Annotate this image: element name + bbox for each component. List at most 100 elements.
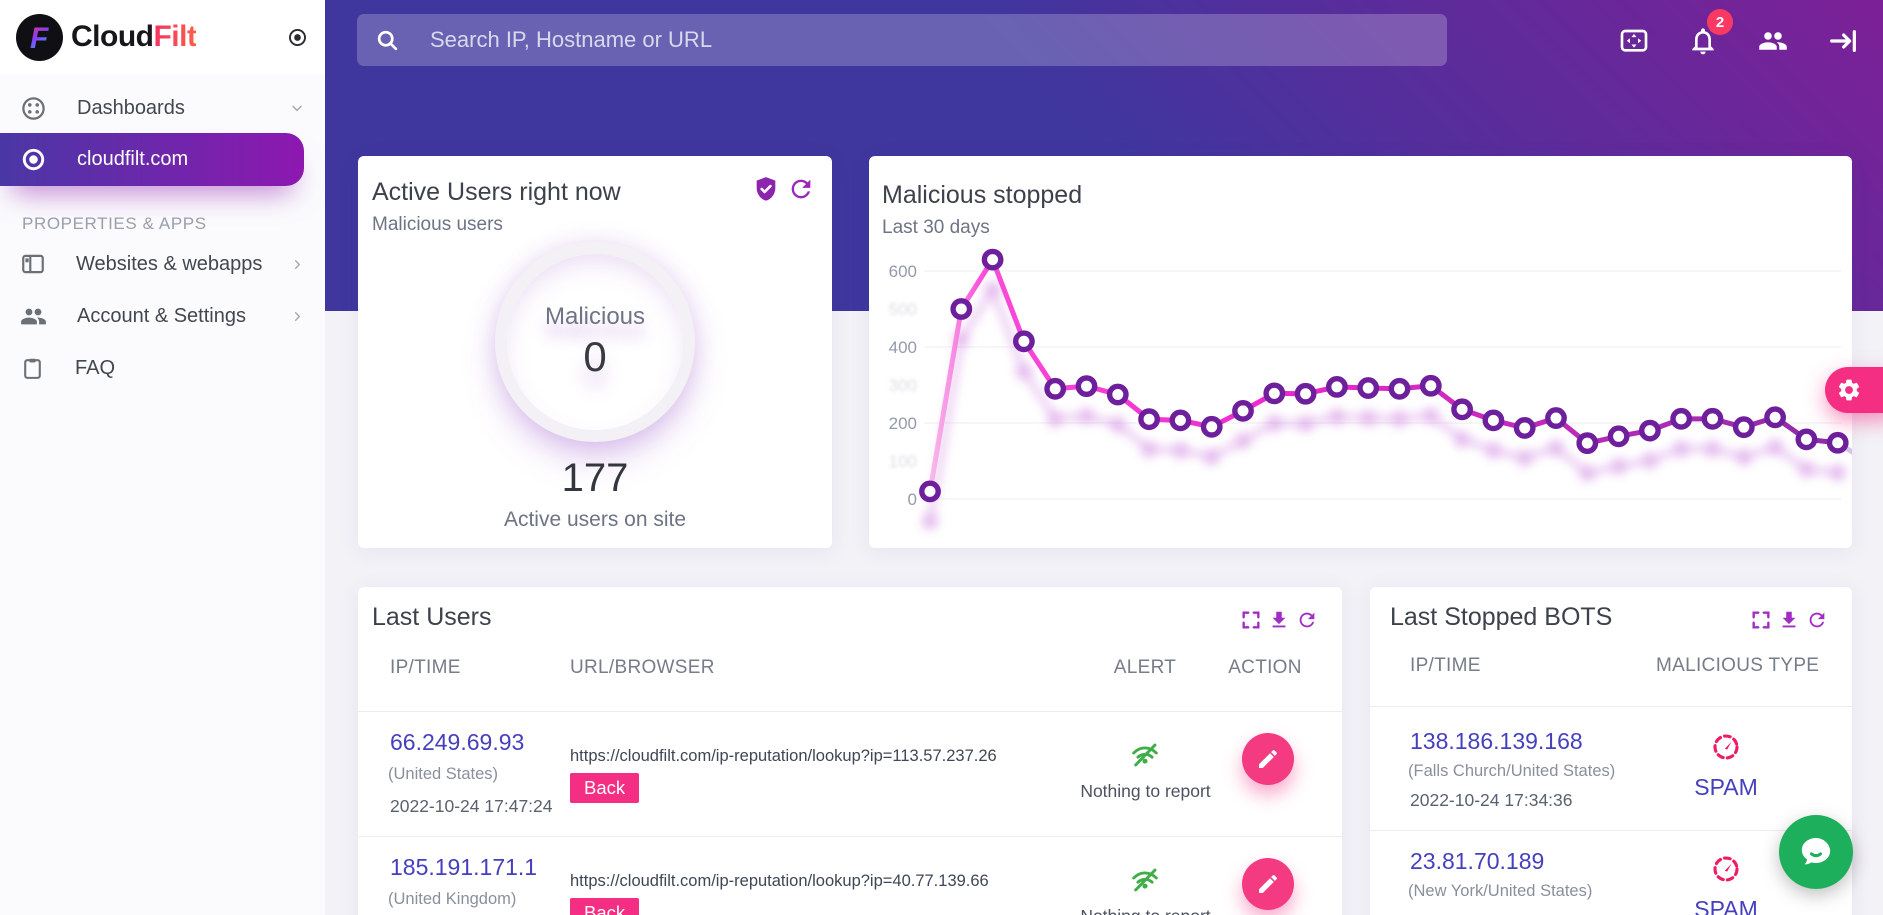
dashboard-icon (22, 96, 45, 120)
sidebar-item-label: cloudfilt.com (77, 148, 189, 170)
display-fullscreen-icon (1620, 29, 1648, 52)
svg-text:300: 300 (889, 376, 917, 395)
notification-count-badge: 2 (1707, 9, 1733, 35)
search-input[interactable] (428, 26, 1429, 54)
brand-name: CloudFilt (71, 20, 197, 53)
download-icon[interactable] (1268, 609, 1290, 631)
ip-link[interactable]: 138.186.139.168 (1410, 728, 1583, 754)
wifi-off-icon (1132, 743, 1158, 767)
alert-text: Nothing to report (1080, 781, 1211, 801)
search-icon (377, 30, 398, 50)
column-header: IP/TIME (390, 657, 461, 678)
refresh-icon[interactable] (787, 175, 815, 203)
sidebar-item-account[interactable]: Account & Settings (0, 290, 325, 342)
refresh-icon[interactable] (1806, 609, 1828, 631)
refresh-icon[interactable] (1296, 609, 1318, 631)
sidebar-item-dashboards[interactable]: Dashboards (0, 86, 325, 130)
back-badge: Back (570, 773, 640, 803)
sidebar-item-label: Dashboards (77, 96, 185, 119)
gauge-label: Malicious (544, 303, 646, 330)
ip-location: (New York/United States) (1408, 882, 1593, 900)
expand-icon[interactable] (1750, 609, 1772, 631)
browser-window-icon (22, 254, 44, 274)
sidebar-item-label: FAQ (75, 356, 116, 379)
svg-text:100: 100 (889, 452, 917, 471)
chevron-right-icon (290, 257, 305, 272)
divider (1370, 706, 1852, 707)
svg-text:200: 200 (889, 414, 917, 433)
wifi-off-icon (1132, 868, 1158, 892)
spam-timer-icon (1713, 856, 1739, 882)
sidebar-item-label: Websites & webapps (76, 252, 263, 275)
expand-icon[interactable] (1240, 609, 1262, 631)
svg-text:600: 600 (889, 262, 917, 281)
notifications-button[interactable]: 2 (1685, 9, 1733, 60)
sidebar-section-label: PROPERTIES & APPS (22, 214, 207, 233)
card-title: Active Users right now (372, 178, 621, 206)
table-row: 23.81.70.189 (New York/United States) SP… (1370, 830, 1852, 915)
chat-widget-button[interactable] (1779, 815, 1853, 889)
clipboard-icon (24, 358, 41, 379)
gauge-value: 0 (583, 333, 607, 380)
gear-icon (1838, 379, 1860, 401)
chat-bubble-icon (1801, 838, 1831, 865)
column-header: ACTION (1228, 657, 1302, 678)
last-stopped-bots-card: Last Stopped BOTS IP/TIME MALICIOUS TYPE… (1370, 587, 1852, 915)
card-title: Last Stopped BOTS (1390, 603, 1613, 631)
column-header: ALERT (1113, 657, 1177, 678)
chevron-right-icon (290, 309, 305, 324)
pencil-icon (1259, 749, 1278, 768)
column-header: IP/TIME (1410, 655, 1481, 676)
divider (358, 711, 1342, 712)
ip-link[interactable]: 23.81.70.189 (1410, 848, 1545, 874)
cloudfilt-logo-icon: F (16, 13, 63, 61)
sidebar-item-faq[interactable]: FAQ (0, 342, 325, 394)
ip-link[interactable]: 66.249.69.93 (390, 729, 525, 755)
target-icon (22, 148, 45, 171)
alert-text: Nothing to report (1073, 906, 1218, 915)
svg-text:500: 500 (889, 300, 917, 319)
column-header: URL/BROWSER (570, 657, 715, 678)
search-bar[interactable] (357, 14, 1447, 66)
edit-action-button[interactable] (1242, 733, 1294, 785)
timestamp: 2022-10-24 17:34:36 (1410, 790, 1573, 810)
table-row: 185.191.171.1 (United Kingdom) https://c… (358, 836, 1342, 915)
last-users-card: Last Users IP/TIME URL/BROWSER ALERT ACT… (358, 587, 1342, 915)
card-subtitle: Last 30 days (882, 217, 990, 238)
spam-timer-icon (1713, 734, 1739, 760)
ip-location: (United States) (388, 765, 499, 783)
chevron-down-icon (289, 100, 305, 116)
sidebar-collapse-toggle[interactable] (286, 26, 309, 49)
display-fullscreen-button[interactable] (1615, 23, 1653, 59)
malicious-stopped-card: Malicious stopped Last 30 days 600 400 200… (869, 156, 1852, 548)
sidebar-item-cloudfilt-com[interactable]: cloudfilt.com (0, 133, 304, 186)
malicious-stopped-chart: 600 400 200 0 500 300 100 (889, 248, 1852, 530)
ip-link[interactable]: 185.191.171.1 (390, 854, 538, 880)
divider (358, 836, 1342, 837)
shield-check-icon[interactable] (752, 175, 780, 203)
brand: F CloudFilt (0, 0, 325, 74)
table-row: 138.186.139.168 (Falls Church/United Sta… (1370, 706, 1852, 830)
malicious-type: SPAM (1694, 896, 1758, 915)
active-users-caption: Active users on site (503, 508, 687, 531)
back-badge: Back (570, 898, 640, 915)
sidebar-item-websites[interactable]: Websites & webapps (0, 238, 325, 290)
pencil-icon (1259, 874, 1278, 893)
edit-action-button[interactable] (1242, 858, 1294, 910)
record-circle-icon (289, 28, 306, 46)
bell-icon (1692, 28, 1714, 55)
timestamp: 2022-10-24 17:47:24 (390, 796, 553, 816)
logout-button[interactable] (1825, 23, 1861, 59)
users-button[interactable] (1753, 24, 1793, 58)
ip-location: (United Kingdom) (388, 890, 517, 908)
header-actions: 2 (1615, 9, 1861, 60)
malicious-users-gauge: Malicious 0 (495, 242, 695, 442)
download-icon[interactable] (1778, 609, 1800, 631)
visited-url: https://cloudfilt.com/ip-reputation/look… (570, 872, 989, 890)
divider (1370, 830, 1852, 831)
svg-text:400: 400 (889, 338, 917, 357)
ip-location: (Falls Church/United States) (1408, 762, 1616, 780)
table-row: 66.249.69.93 (United States) 2022-10-24 … (358, 711, 1342, 836)
settings-fab-button[interactable] (1825, 367, 1883, 413)
svg-text:0: 0 (908, 490, 917, 509)
